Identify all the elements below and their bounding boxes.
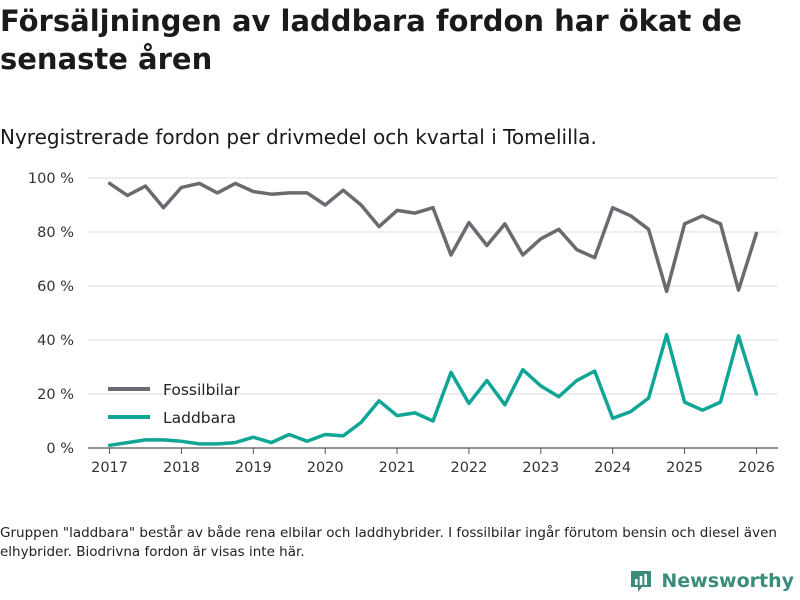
legend: Fossilbilar Laddbara [108,381,241,427]
y-tick-label: 0 % [46,441,74,457]
legend-label: Fossilbilar [163,381,241,399]
legend-label: Laddbara [163,409,236,427]
y-tick-label: 20 % [37,387,74,403]
series-line-fossilbilar [107,181,759,294]
chart-subtitle: Nyregistrerade fordon per drivmedel och … [0,125,597,149]
y-tick-label: 40 % [37,333,74,349]
newsworthy-logo-icon [631,571,652,592]
series-line-laddbara [107,332,759,448]
brand-logo: Newsworthy [629,568,794,594]
x-tick-label: 2019 [235,460,272,476]
y-tick-label: 100 % [28,171,74,187]
brand-name: Newsworthy [661,570,794,592]
x-tick-label: 2024 [594,460,631,476]
x-tick-label: 2021 [379,460,416,476]
x-tick-label: 2026 [738,460,775,476]
series-lines [107,181,759,448]
gridlines [88,177,778,449]
x-tick-label: 2023 [522,460,559,476]
x-tick-label: 2017 [91,460,128,476]
y-tick-label: 60 % [37,279,74,295]
chart-title: Försäljningen av laddbara fordon har öka… [0,4,742,76]
x-tick-label: 2020 [307,460,344,476]
line-chart: 0 % 20 % 40 % 60 % 80 % 100 % 2017 2018 2019 202… [28,171,778,476]
x-axis: 2017 2018 2019 2020 2021 2022 2023 2024 2025 2026 [91,448,775,476]
x-tick-label: 2018 [163,460,200,476]
y-axis: 0 % 20 % 40 % 60 % 80 % 100 % [28,171,74,457]
y-tick-label: 80 % [37,225,74,241]
x-tick-label: 2022 [450,460,487,476]
footnote: Gruppen "laddbara" består av både rena e… [0,525,777,560]
x-tick-label: 2025 [666,460,703,476]
